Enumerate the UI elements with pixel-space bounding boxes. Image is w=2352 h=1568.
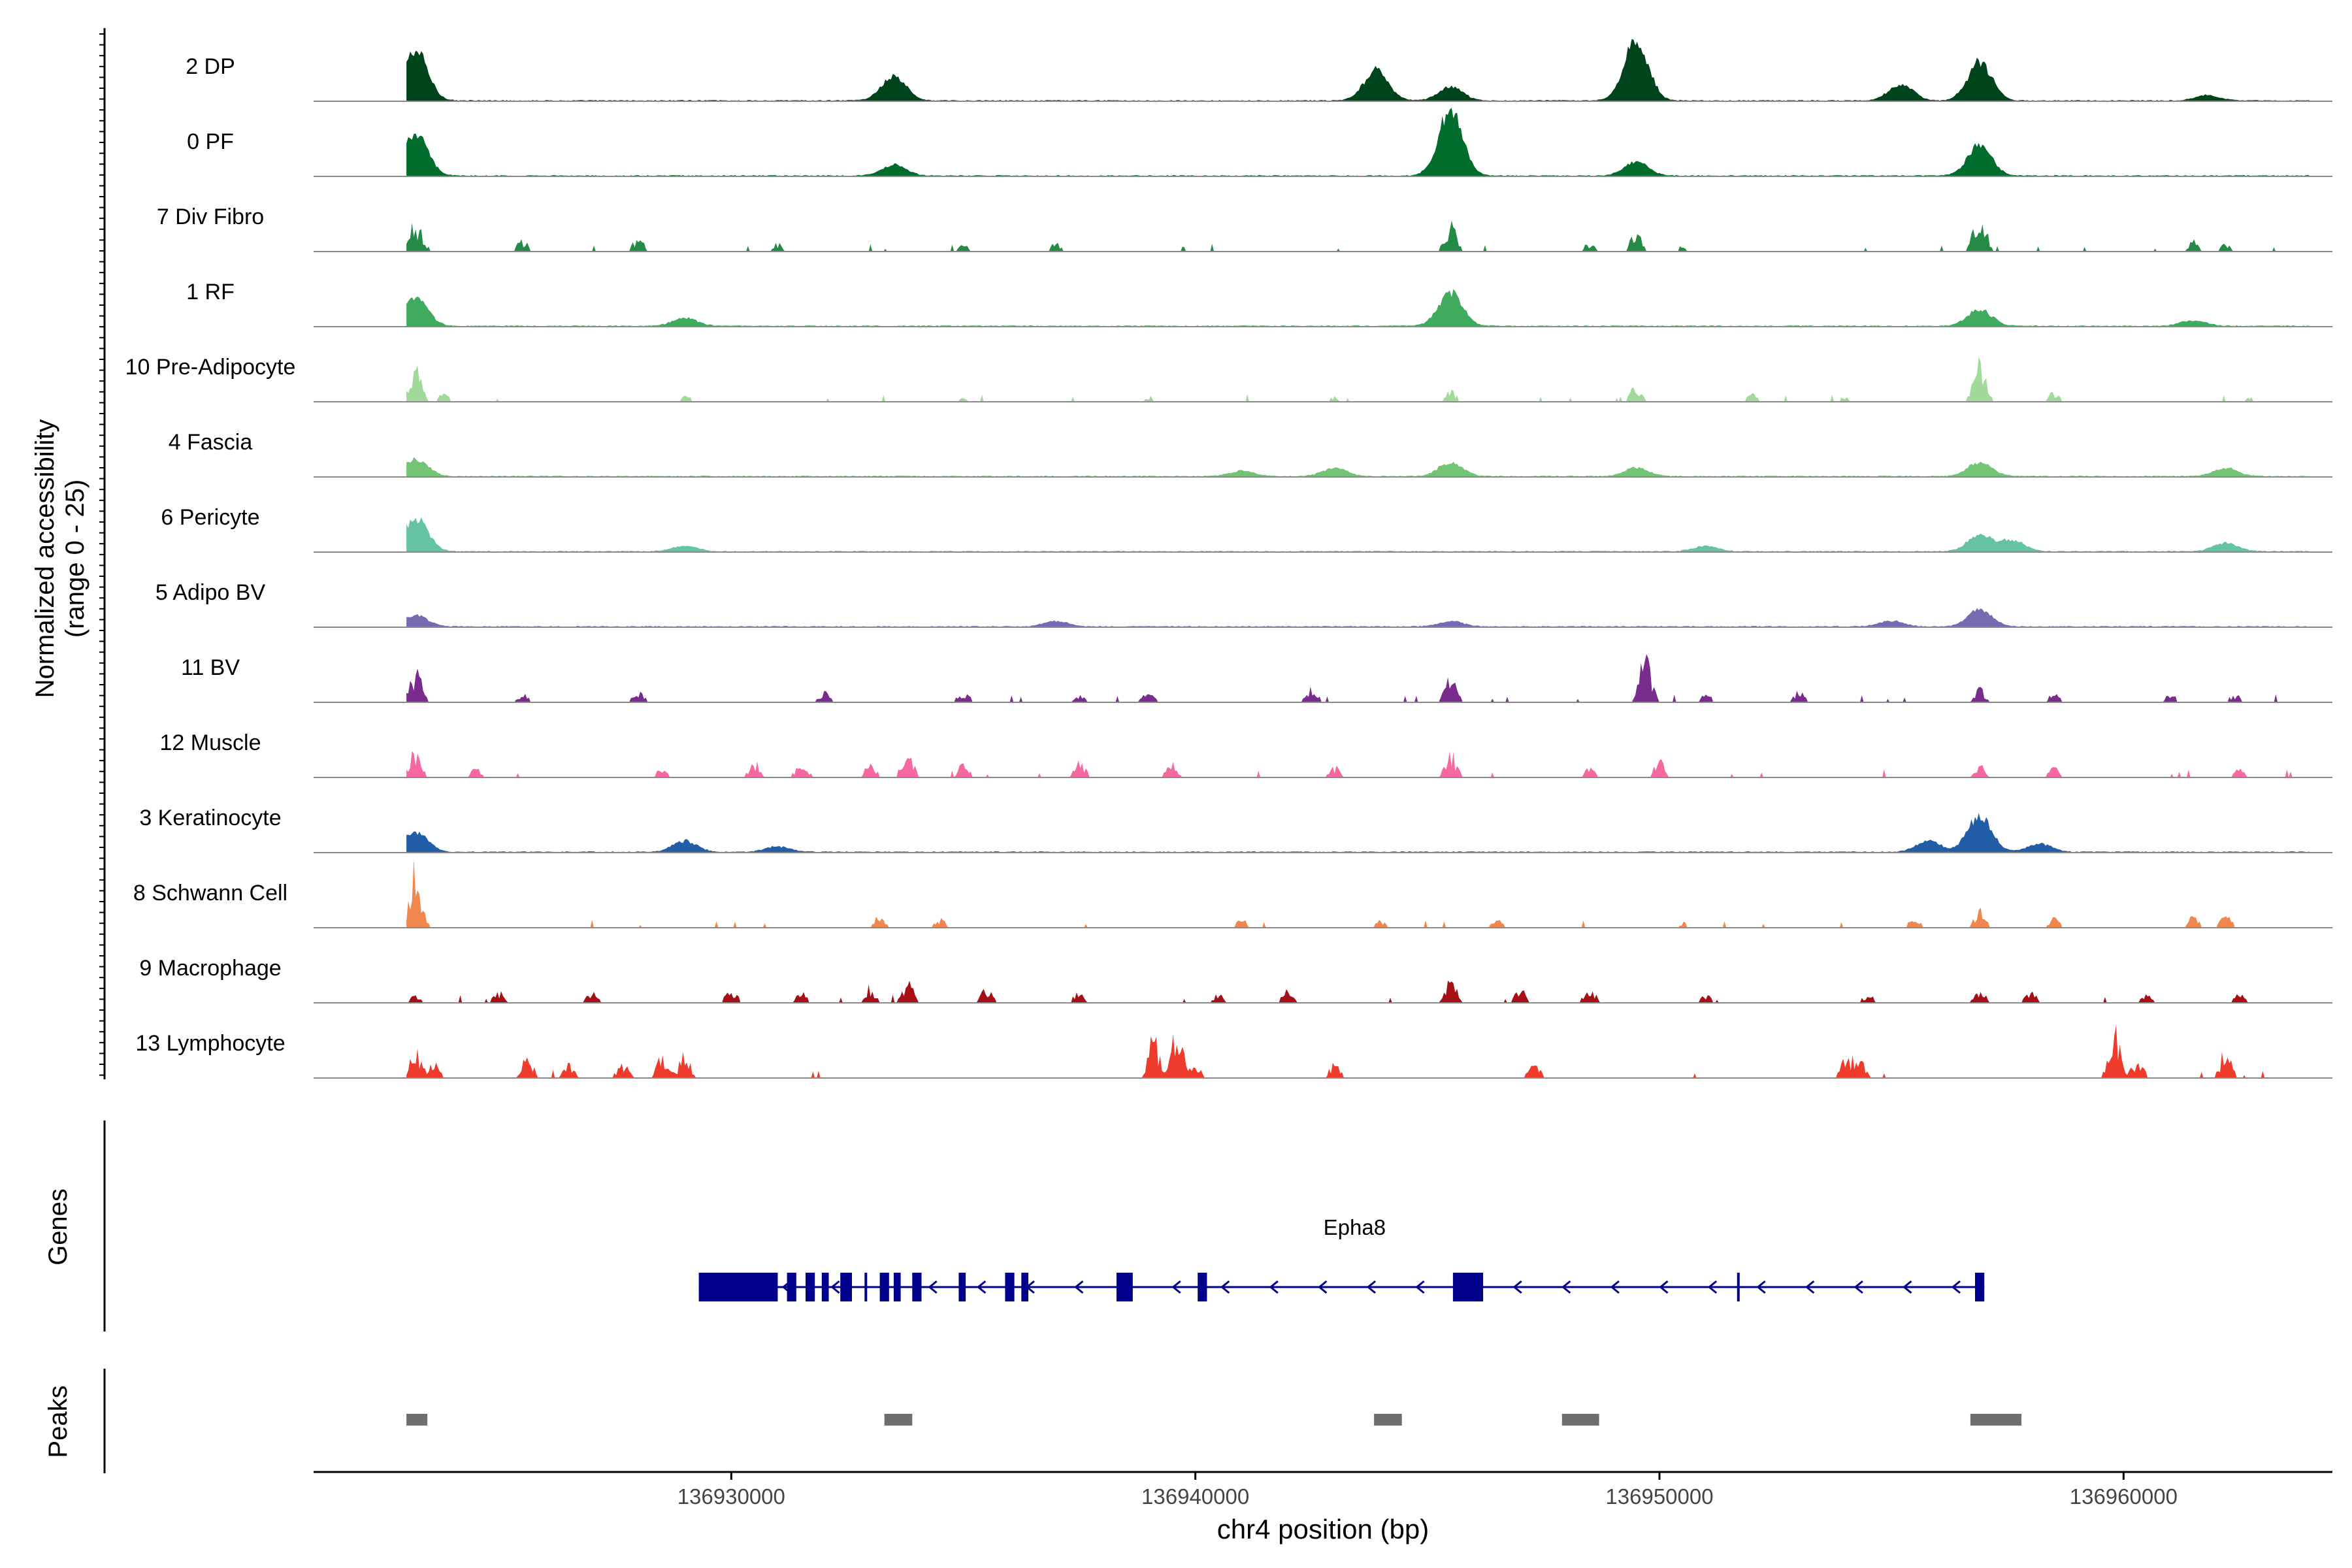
strand-arrow [1561, 1280, 1571, 1294]
strand-arrow [1951, 1280, 1961, 1294]
exon-block [698, 1273, 778, 1301]
track-6-pericyte: 6 Pericyte [161, 505, 2332, 553]
track-label: 8 Schwann Cell [133, 881, 287, 906]
gene-epha8: Epha8 [698, 1215, 1985, 1301]
coverage-area [406, 813, 2310, 853]
y-axis-title-line2: (range 0 - 25) [61, 480, 90, 638]
coverage-area [406, 289, 2310, 327]
track-label: 7 Div Fibro [157, 204, 264, 229]
exon-block [787, 1273, 796, 1301]
strand-arrow [1074, 1280, 1084, 1294]
track-1-rf: 1 RF [186, 280, 2332, 327]
track-label: 13 Lymphocyte [135, 1031, 285, 1056]
exon-block [912, 1273, 922, 1301]
exon-block [958, 1273, 966, 1301]
strand-arrow [1220, 1280, 1230, 1294]
coverage-area [406, 517, 2310, 552]
gene-annotation-panel: Genes Epha8 [44, 1120, 1985, 1331]
strand-arrow [928, 1280, 938, 1294]
strand-arrow [1659, 1280, 1669, 1294]
track-5-adipo-bv: 5 Adipo BV [155, 580, 2332, 628]
track-12-muscle: 12 Muscle [160, 730, 2332, 778]
strand-arrow [1366, 1280, 1376, 1294]
peak-region [1970, 1414, 2021, 1426]
track-10-pre-adipocyte: 10 Pre-Adipocyte [125, 355, 2332, 402]
track-3-keratinocyte: 3 Keratinocyte [139, 806, 2332, 853]
exon-block [1975, 1273, 1985, 1301]
x-axis: chr4 position (bp) 136930000 136940000 136… [314, 1471, 2332, 1544]
coverage-area [406, 751, 2310, 777]
strand-arrow [1854, 1280, 1863, 1294]
strand-arrow [1269, 1280, 1279, 1294]
exon-block [1452, 1273, 1484, 1301]
peaks-panel: Peaks [44, 1369, 2021, 1473]
track-9-macrophage: 9 Macrophage [139, 956, 2332, 1004]
peak-region [406, 1414, 428, 1426]
x-tick-label: 136940000 [1141, 1484, 1249, 1509]
x-tick-label: 136930000 [678, 1484, 785, 1509]
exon-block [1021, 1273, 1028, 1301]
track-2-dp: 2 DP [186, 39, 2332, 102]
track-label: 0 PF [187, 129, 234, 154]
strand-arrow [1707, 1280, 1718, 1294]
track-13-lymphocyte: 13 Lymphocyte [135, 1024, 2332, 1079]
coverage-area [406, 39, 2310, 101]
track-label: 5 Adipo BV [155, 580, 266, 605]
peak-region [1561, 1414, 1599, 1426]
coverage-area [406, 457, 2310, 477]
coverage-area [406, 108, 2310, 176]
strand-arrow [1903, 1280, 1912, 1294]
coverage-area [406, 1024, 2310, 1078]
track-11-bv: 11 BV [181, 654, 2332, 703]
strand-arrow [1171, 1280, 1181, 1294]
track-4-fascia: 4 Fascia [169, 430, 2332, 478]
strand-arrow [976, 1280, 987, 1294]
exon-block [879, 1273, 889, 1301]
coverage-tracks: 2 DP 0 PF 7 Div Fibro 1 RF 10 Pre-Adipocyte 4… [125, 39, 2332, 1079]
track-label: 10 Pre-Adipocyte [125, 355, 296, 380]
peaks-panel-label: Peaks [44, 1385, 73, 1458]
exon-block [1116, 1273, 1133, 1301]
track-label: 3 Keratinocyte [139, 806, 281, 830]
exon-block [806, 1273, 815, 1301]
gene-name-label: Epha8 [1324, 1215, 1386, 1239]
x-tick-label: 136960000 [2070, 1484, 2178, 1509]
track-label: 2 DP [186, 54, 235, 79]
strand-arrow [1415, 1280, 1425, 1294]
exon-block [821, 1273, 829, 1301]
track-label: 4 Fascia [169, 430, 253, 455]
strand-arrow [1512, 1280, 1522, 1294]
coverage-area [406, 859, 2310, 928]
exon-block [1198, 1273, 1207, 1301]
y-axis-title-line1: Normalized accessibility [31, 419, 59, 698]
strand-arrow [1318, 1280, 1328, 1294]
track-7-div-fibro: 7 Div Fibro [157, 204, 2332, 252]
track-label: 12 Muscle [160, 730, 261, 755]
coverage-area [406, 654, 2310, 702]
coverage-area [406, 980, 2310, 1003]
track-label: 6 Pericyte [161, 505, 259, 530]
coverage-area [406, 608, 2310, 627]
genes-panel-label: Genes [44, 1188, 73, 1266]
strand-arrow [830, 1280, 840, 1294]
track-label: 1 RF [186, 280, 235, 304]
exon-block [1005, 1273, 1015, 1301]
peak-region [884, 1414, 913, 1426]
coverage-area [406, 357, 2310, 402]
exon-block [840, 1273, 852, 1301]
peak-region [1374, 1414, 1402, 1426]
strand-arrow [1610, 1280, 1620, 1294]
y-axis-ticks [99, 28, 106, 1079]
coverage-area [406, 220, 2310, 252]
x-axis-title: chr4 position (bp) [1217, 1514, 1429, 1544]
strand-arrow [1756, 1280, 1766, 1294]
track-0-pf: 0 PF [187, 108, 2332, 177]
strand-arrow [1805, 1280, 1815, 1294]
x-tick-label: 136950000 [1605, 1484, 1713, 1509]
track-label: 11 BV [181, 655, 240, 680]
track-8-schwann-cell: 8 Schwann Cell [133, 859, 2332, 928]
exon-block [893, 1273, 901, 1301]
track-label: 9 Macrophage [139, 956, 281, 981]
